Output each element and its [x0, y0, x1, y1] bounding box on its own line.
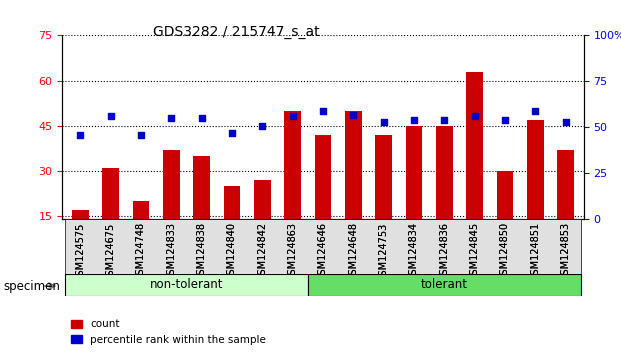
Text: GSM124838: GSM124838 — [197, 222, 207, 281]
Bar — [193, 156, 210, 262]
Point — [561, 119, 571, 125]
Text: GSM124834: GSM124834 — [409, 222, 419, 281]
Point — [257, 123, 267, 129]
Text: GSM124648: GSM124648 — [348, 222, 358, 281]
Text: GSM124845: GSM124845 — [469, 222, 479, 281]
Text: GSM124834: GSM124834 — [409, 222, 419, 281]
FancyBboxPatch shape — [65, 219, 581, 276]
Bar — [224, 186, 240, 262]
FancyBboxPatch shape — [65, 274, 308, 296]
Text: GSM124646: GSM124646 — [318, 222, 328, 281]
Text: GSM124748: GSM124748 — [136, 222, 146, 281]
Text: GSM124836: GSM124836 — [439, 222, 449, 281]
Point — [288, 114, 297, 119]
Bar — [436, 126, 453, 262]
Point — [166, 115, 176, 121]
Bar — [406, 126, 422, 262]
Text: GSM124675: GSM124675 — [106, 222, 116, 281]
Text: GDS3282 / 215747_s_at: GDS3282 / 215747_s_at — [153, 25, 319, 39]
Text: GSM124845: GSM124845 — [469, 222, 479, 281]
Point — [439, 117, 449, 123]
Text: non-tolerant: non-tolerant — [150, 279, 223, 291]
Text: GSM124748: GSM124748 — [136, 222, 146, 281]
Point — [106, 114, 116, 119]
Point — [227, 130, 237, 136]
Bar — [163, 150, 179, 262]
Text: GSM124850: GSM124850 — [500, 222, 510, 281]
Point — [197, 115, 207, 121]
Point — [530, 108, 540, 114]
Text: GSM124836: GSM124836 — [439, 222, 449, 281]
Text: GSM124863: GSM124863 — [288, 222, 297, 281]
Text: GSM124853: GSM124853 — [561, 222, 571, 281]
Text: GSM124575: GSM124575 — [75, 222, 85, 282]
Text: GSM124851: GSM124851 — [530, 222, 540, 281]
Text: GSM124851: GSM124851 — [530, 222, 540, 281]
Text: GSM124853: GSM124853 — [561, 222, 571, 281]
Text: tolerant: tolerant — [421, 279, 468, 291]
Point — [136, 132, 146, 138]
Text: GSM124842: GSM124842 — [257, 222, 267, 281]
Text: GSM124850: GSM124850 — [500, 222, 510, 281]
Point — [75, 132, 85, 138]
Text: GSM124753: GSM124753 — [379, 222, 389, 281]
Text: GSM124833: GSM124833 — [166, 222, 176, 281]
Bar — [527, 120, 543, 262]
Text: GSM124646: GSM124646 — [318, 222, 328, 281]
Bar — [102, 168, 119, 262]
Point — [469, 114, 479, 119]
FancyBboxPatch shape — [308, 274, 581, 296]
Text: GSM124863: GSM124863 — [288, 222, 297, 281]
Text: GSM124753: GSM124753 — [379, 222, 389, 281]
Bar — [284, 111, 301, 262]
Text: GSM124838: GSM124838 — [197, 222, 207, 281]
Bar — [345, 111, 361, 262]
Text: GSM124840: GSM124840 — [227, 222, 237, 281]
Text: GSM124842: GSM124842 — [257, 222, 267, 281]
Point — [318, 108, 328, 114]
Text: GSM124833: GSM124833 — [166, 222, 176, 281]
Point — [348, 112, 358, 118]
Text: GSM124648: GSM124648 — [348, 222, 358, 281]
Legend: count, percentile rank within the sample: count, percentile rank within the sample — [67, 315, 270, 349]
Bar — [375, 135, 392, 262]
Text: specimen: specimen — [3, 280, 60, 292]
Point — [500, 117, 510, 123]
Bar — [72, 210, 89, 262]
Bar — [497, 171, 513, 262]
Bar — [254, 180, 271, 262]
Bar — [557, 150, 574, 262]
Bar — [315, 135, 331, 262]
Bar — [466, 72, 483, 262]
Point — [409, 117, 419, 123]
Bar — [133, 201, 149, 262]
Text: GSM124840: GSM124840 — [227, 222, 237, 281]
Text: GSM124575: GSM124575 — [75, 222, 85, 282]
Point — [379, 119, 389, 125]
Text: GSM124675: GSM124675 — [106, 222, 116, 281]
